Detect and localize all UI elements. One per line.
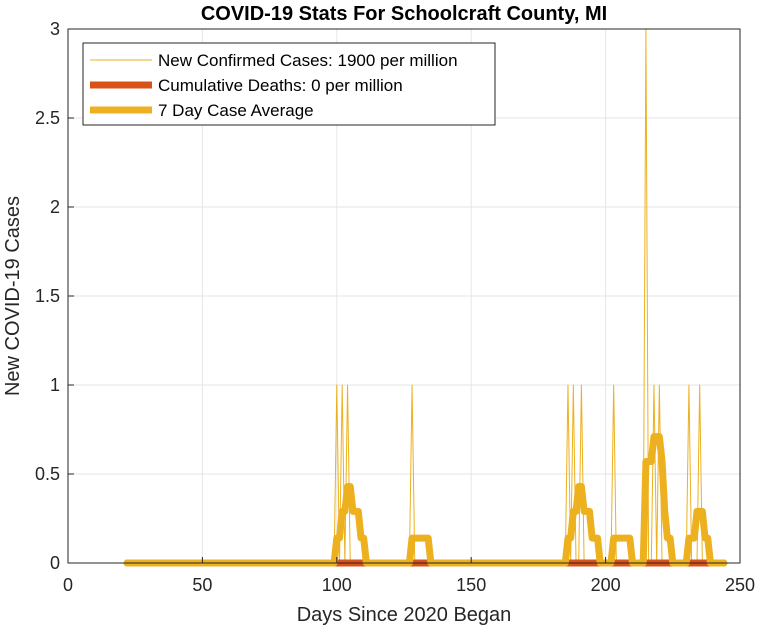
x-axis-label: Days Since 2020 Began <box>297 604 512 626</box>
legend: New Confirmed Cases: 1900 per million Cu… <box>82 42 496 126</box>
y-tick-label: 1.5 <box>35 286 60 306</box>
y-tick-label: 1 <box>50 375 60 395</box>
legend-label-deaths: Cumulative Deaths: 0 per million <box>158 76 403 95</box>
legend-label-7day-average: 7 Day Case Average <box>158 101 314 120</box>
chart-title: COVID-19 Stats For Schoolcraft County, M… <box>201 3 607 25</box>
y-tick-label: 3 <box>50 19 60 39</box>
x-tick-label: 150 <box>456 575 486 595</box>
x-tick-label: 200 <box>591 575 621 595</box>
x-tick-label: 0 <box>63 575 73 595</box>
ticks: 0 50 100 150 200 250 0 0.5 1 1.5 2 2.5 3 <box>35 19 755 595</box>
y-tick-label: 2 <box>50 197 60 217</box>
x-tick-label: 50 <box>192 575 212 595</box>
y-tick-label: 0 <box>50 553 60 573</box>
y-tick-label: 0.5 <box>35 464 60 484</box>
x-tick-label: 100 <box>322 575 352 595</box>
y-tick-label: 2.5 <box>35 108 60 128</box>
legend-label-new-cases: New Confirmed Cases: 1900 per million <box>158 51 458 70</box>
y-axis-label: New COVID-19 Cases <box>2 196 24 396</box>
x-tick-label: 250 <box>725 575 755 595</box>
